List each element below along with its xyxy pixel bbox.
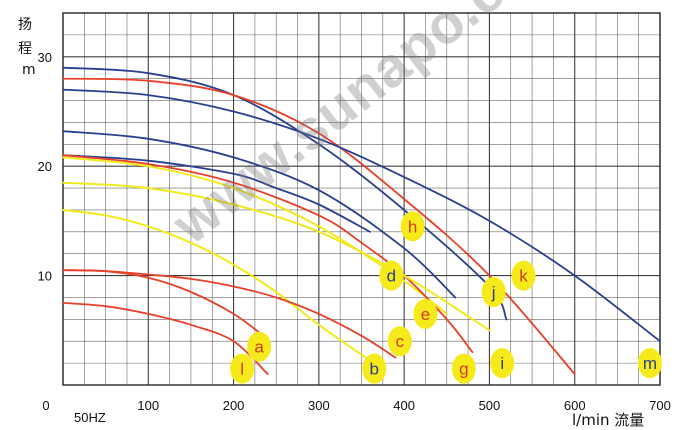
series-line-c (62, 269, 397, 359)
series-line-a (62, 302, 269, 375)
y-tick-label: 20 (38, 159, 52, 174)
curve-label-bubble-i (490, 348, 515, 379)
series-line-i (62, 181, 491, 332)
curve-label-l: l (240, 360, 244, 379)
curve-label-a: a (254, 338, 264, 357)
curve-label-bubble-b (362, 353, 387, 384)
curve-label-bubble-c (387, 326, 412, 357)
curve-label-bubble-m (638, 348, 662, 379)
x-tick-label: 200 (223, 398, 245, 413)
series-line-e (62, 156, 448, 315)
curve-label-i: i (500, 354, 504, 373)
curve-label-e: e (421, 305, 430, 324)
curve-label-bubble-e (413, 298, 438, 329)
curve-label-bubble-a (247, 331, 272, 362)
series-line-g (62, 154, 474, 354)
y-axis-label-char-3: m (22, 62, 36, 78)
curve-label-bubble-l (230, 353, 255, 384)
x-tick-label: 300 (308, 398, 330, 413)
x-tick-label: 400 (393, 398, 415, 413)
y-tick-label: 10 (38, 269, 52, 284)
x-tick-label: 0 (42, 398, 49, 413)
x-axis-unit-label: l/min 流量 (572, 411, 645, 429)
curve-label-bubble-k (511, 260, 536, 291)
curve-label-j: j (491, 283, 496, 302)
series-line-h (62, 130, 457, 299)
curve-label-bubble-h (400, 211, 425, 242)
y-tick-label: 30 (38, 50, 52, 65)
curve-label-m: m (643, 354, 657, 373)
y-axis-label-char-2: 程 (18, 41, 32, 57)
curve-label-d: d (387, 267, 396, 286)
curve-label-bubble-d (379, 260, 404, 291)
curve-label-c: c (396, 332, 405, 351)
curve-label-b: b (370, 360, 379, 379)
x-tick-label: 700 (649, 398, 671, 413)
x-tick-label: 600 (564, 398, 586, 413)
x-tick-label: 100 (137, 398, 159, 413)
tick-labels: 0 100 200 300 400 500 600 700 10 20 30 (38, 50, 671, 413)
curve-label-bubble-j (481, 277, 506, 307)
series-lines (62, 66, 661, 375)
curve-label-g: g (459, 360, 468, 379)
curve-label-h: h (408, 217, 417, 236)
series-line-b (62, 208, 367, 359)
series-line-m (62, 88, 661, 343)
curve-labels: al bc d e g h i j k m (230, 211, 662, 384)
series-line-d (62, 154, 371, 233)
frequency-label: 50HZ (74, 410, 106, 425)
series-line-j (62, 66, 508, 321)
curve-label-k: k (519, 267, 528, 286)
y-axis-label-char-1: 扬 (18, 17, 32, 33)
curve-label-bubble-g (451, 353, 476, 384)
x-tick-label: 500 (479, 398, 501, 413)
